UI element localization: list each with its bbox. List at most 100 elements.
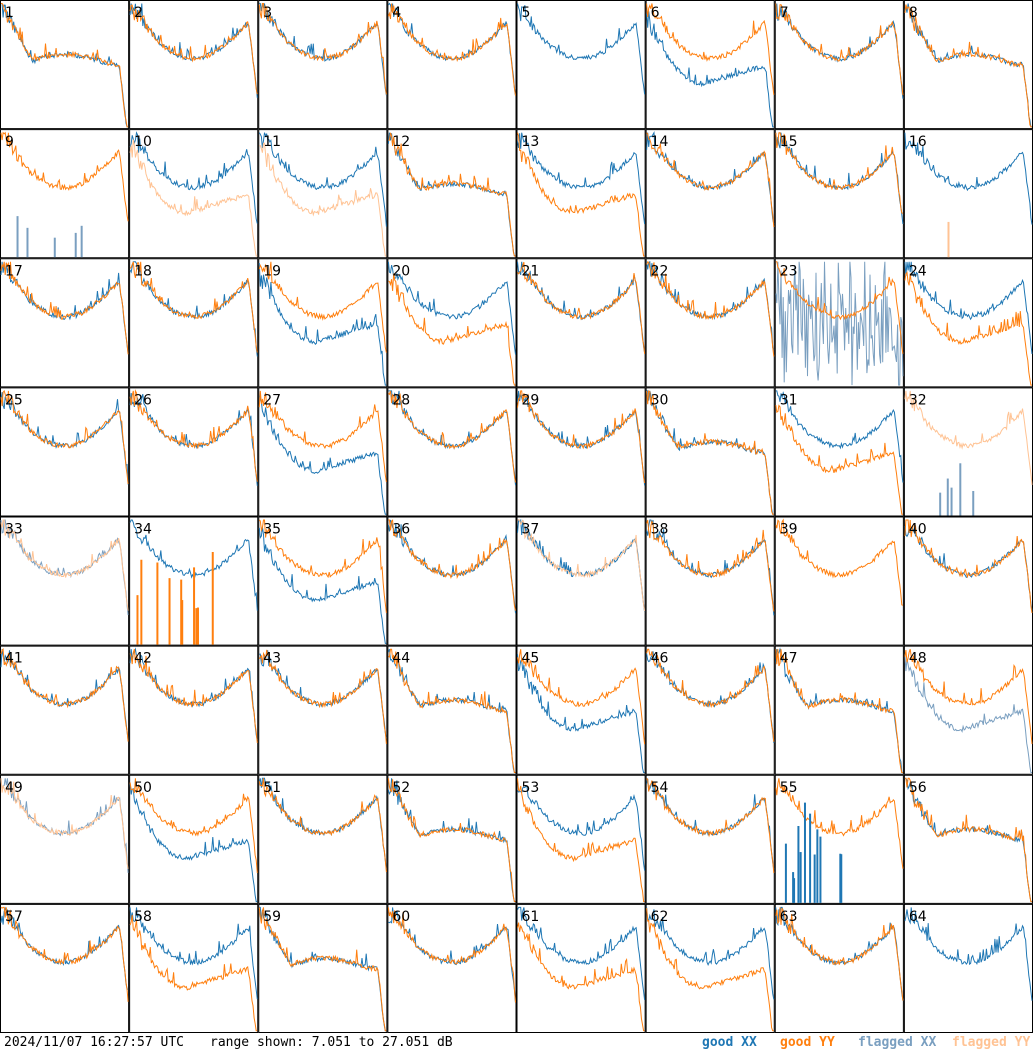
xx-trace — [258, 262, 387, 386]
panel-frame — [0, 516, 130, 646]
yy-trace — [646, 132, 775, 228]
panel-label: 19 — [263, 263, 281, 279]
panel-39: 39 — [774, 516, 904, 646]
panel-frame — [129, 774, 259, 904]
yy-trace — [0, 778, 129, 869]
yy-trace — [1, 3, 129, 128]
panel-22: 22 — [645, 258, 775, 388]
panel-51: 51 — [258, 774, 388, 904]
yy-trace — [0, 906, 129, 1002]
panel-frame — [774, 903, 904, 1033]
panel-frame — [258, 645, 388, 775]
panel-54: 54 — [645, 774, 775, 904]
panel-frame — [387, 0, 517, 130]
panel-label: 29 — [522, 392, 540, 408]
xx-trace — [775, 390, 904, 483]
panel-10: 10 — [129, 129, 259, 259]
xx-trace — [775, 906, 904, 1001]
panel-label: 22 — [651, 263, 669, 279]
panel-frame — [903, 903, 1033, 1033]
panel-29: 29 — [516, 387, 646, 517]
xx-trace — [517, 3, 646, 95]
legend-good-yy: good YY — [780, 1035, 835, 1050]
panel-14: 14 — [645, 129, 775, 259]
panel-frame — [129, 129, 259, 259]
panel-61: 61 — [516, 903, 646, 1033]
panel-label: 60 — [392, 909, 410, 925]
panel-12: 12 — [387, 129, 517, 259]
panel-40: 40 — [903, 516, 1033, 646]
panel-label: 30 — [651, 392, 669, 408]
panel-label: 56 — [909, 780, 927, 796]
yy-trace — [517, 778, 645, 903]
panel-frame — [645, 774, 775, 904]
yy-trace — [0, 131, 129, 222]
panel-label: 46 — [651, 651, 669, 667]
yy-trace — [904, 4, 1032, 128]
panel-frame — [516, 903, 646, 1033]
panel-label: 45 — [522, 651, 540, 667]
yy-trace — [904, 271, 1032, 386]
panel-49: 49 — [0, 774, 130, 904]
panel-38: 38 — [645, 516, 775, 646]
xx-trace — [517, 653, 645, 773]
yy-trace — [0, 389, 129, 485]
panel-7: 7 — [774, 0, 904, 130]
yy-trace — [775, 518, 904, 606]
yy-trace — [129, 261, 258, 353]
panel-label: 61 — [522, 909, 540, 925]
panel-label: 27 — [263, 392, 281, 408]
panel-label: 62 — [651, 909, 669, 925]
panel-frame — [0, 258, 130, 388]
footer: 2024/11/07 16:27:57 UTC range shown: 7.0… — [0, 1033, 1033, 1053]
panel-frame — [258, 774, 388, 904]
panel-frame — [645, 129, 775, 259]
yy-trace — [258, 649, 387, 744]
panel-frame — [516, 645, 646, 775]
panel-label: 12 — [392, 134, 410, 150]
panel-label: 5 — [522, 5, 531, 21]
panel-label: 58 — [134, 909, 152, 925]
panel-label: 26 — [134, 392, 152, 408]
panel-frame — [387, 903, 517, 1033]
xx-spikes — [939, 463, 975, 516]
panel-label: 16 — [909, 134, 927, 150]
xx-trace — [129, 907, 258, 1000]
panel-label: 42 — [134, 651, 152, 667]
xx-trace — [258, 395, 387, 515]
yy-trace — [387, 907, 516, 1003]
panel-label: 40 — [909, 522, 927, 538]
panel-frame — [516, 387, 646, 517]
panel-frame — [129, 903, 259, 1033]
legend-flagged-xx: flagged XX — [858, 1035, 937, 1050]
xx-trace — [259, 650, 387, 739]
yy-trace — [388, 132, 516, 257]
yy-trace — [646, 390, 774, 515]
yy-trace — [388, 390, 516, 483]
panel-frame — [516, 258, 646, 388]
range-text: range shown: 7.051 to 27.051 dB — [210, 1035, 453, 1050]
panel-frame — [774, 516, 904, 646]
xx-trace — [904, 261, 1033, 355]
panel-58: 58 — [129, 903, 259, 1033]
panel-label: 4 — [392, 5, 401, 21]
yy-trace — [0, 519, 129, 611]
xx-trace — [646, 907, 775, 1000]
panel-label: 8 — [909, 5, 918, 21]
xx-trace — [259, 906, 387, 1032]
xx-trace — [387, 519, 516, 614]
panel-frame — [0, 774, 130, 904]
panel-label: 44 — [392, 651, 410, 667]
panel-frame — [645, 0, 775, 130]
panel-56: 56 — [903, 774, 1033, 904]
panel-48: 48 — [903, 645, 1033, 775]
panel-frame — [0, 903, 130, 1033]
panel-32: 32 — [903, 387, 1033, 517]
panel-18: 18 — [129, 258, 259, 388]
xx-trace — [258, 526, 387, 644]
panel-34: 34 — [129, 516, 259, 646]
panel-frame — [387, 387, 517, 517]
panel-30: 30 — [645, 387, 775, 517]
yy-trace — [775, 132, 904, 214]
panel-frame — [516, 516, 646, 646]
